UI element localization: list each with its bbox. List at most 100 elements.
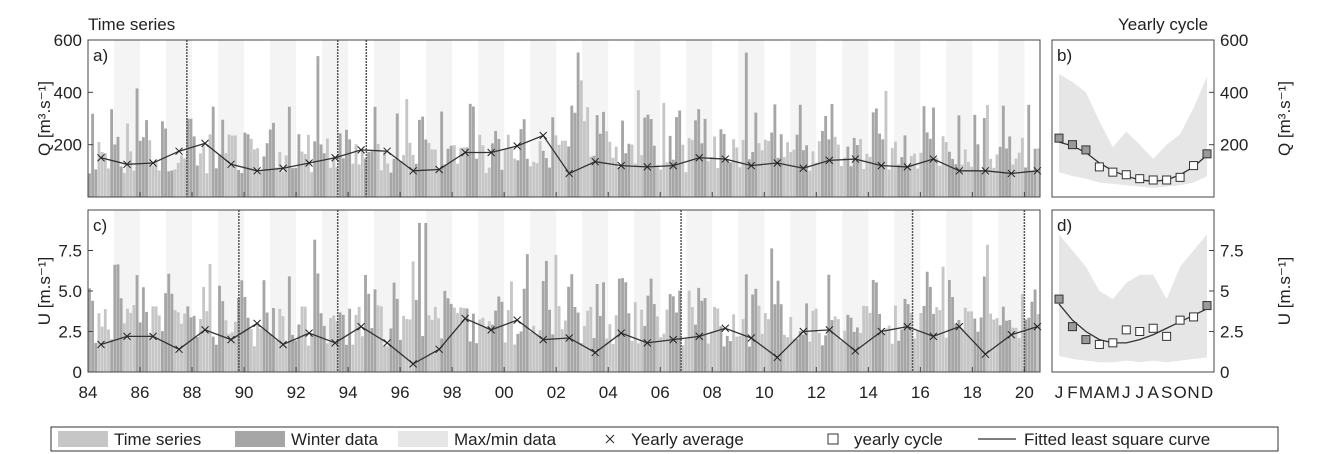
cross-stroke xyxy=(617,329,626,337)
series-bar xyxy=(126,123,129,197)
series-bar xyxy=(779,134,783,197)
series-bar xyxy=(668,294,672,372)
series-bar xyxy=(306,134,310,197)
series-bar xyxy=(341,158,345,197)
cross-stroke xyxy=(513,316,522,325)
series-bar xyxy=(916,330,920,372)
series-bar xyxy=(281,171,285,197)
panel-label: d) xyxy=(1057,216,1072,235)
series-bar xyxy=(189,317,193,372)
series-bar xyxy=(119,298,123,372)
series-bar xyxy=(233,321,237,372)
max-min-envelope xyxy=(1059,74,1207,188)
series-bar xyxy=(214,344,218,372)
yearly-average-point xyxy=(1033,322,1042,331)
yearly-cycle-point xyxy=(1135,327,1145,336)
series-bar xyxy=(557,144,561,197)
cross-stroke xyxy=(201,139,209,148)
series-bar xyxy=(256,148,260,197)
series-bar xyxy=(103,153,107,197)
series-bar xyxy=(741,319,745,372)
series-bar xyxy=(494,130,498,197)
series-bar xyxy=(510,281,513,372)
series-bar xyxy=(932,107,935,197)
series-bar xyxy=(535,334,539,372)
cross-stroke xyxy=(591,157,600,166)
series-bar xyxy=(218,285,221,372)
series-bar xyxy=(370,328,374,372)
series-bar xyxy=(678,110,682,197)
x-tick-label: 94 xyxy=(339,383,358,402)
x-tick-label: 16 xyxy=(911,383,930,402)
series-bar xyxy=(795,339,799,372)
series-bar xyxy=(88,173,91,197)
cross-stroke xyxy=(929,332,938,341)
series-bar xyxy=(963,149,967,197)
y-tick-label: 600 xyxy=(1220,31,1248,50)
series-bar xyxy=(656,316,659,372)
series-bar xyxy=(916,168,920,197)
series-bar xyxy=(484,173,488,197)
y-tick-label: 0 xyxy=(73,363,82,382)
series-bar xyxy=(821,345,824,372)
series-bar xyxy=(148,140,152,197)
yearly-cycle-point xyxy=(1135,174,1145,184)
series-bar xyxy=(1017,152,1021,197)
series-bar xyxy=(913,338,916,372)
legend-swatch xyxy=(58,431,108,447)
series-bar xyxy=(919,152,923,197)
x-tick-label: 92 xyxy=(287,383,306,402)
series-bar xyxy=(551,117,555,197)
cross-stroke xyxy=(851,347,860,355)
series-bar xyxy=(538,141,542,197)
yearly-average-point xyxy=(955,166,964,175)
series-bar xyxy=(690,139,694,197)
series-bar xyxy=(855,145,859,197)
series-bar xyxy=(126,308,129,372)
series-bar xyxy=(973,318,977,372)
series-bar xyxy=(170,170,174,197)
series-bar xyxy=(760,333,764,372)
cross-stroke xyxy=(1033,166,1042,175)
series-bar xyxy=(611,344,615,372)
series-bar xyxy=(107,329,110,372)
series-bar xyxy=(589,156,593,197)
series-bar xyxy=(398,339,402,372)
yearly-average-point xyxy=(435,345,444,354)
yearly-average-point xyxy=(877,161,886,170)
series-bar xyxy=(395,298,399,372)
series-bar xyxy=(310,333,313,372)
series-bar xyxy=(516,160,520,197)
panel-b-discharge-yearly-cycle: 200 400 600 b) Q [m³.s⁻¹] xyxy=(1051,31,1294,198)
yearly-average-point xyxy=(981,166,990,175)
series-bar xyxy=(909,156,913,197)
series-bar xyxy=(849,317,853,372)
legend-square-marker xyxy=(827,433,839,445)
series-bar xyxy=(91,300,95,372)
series-bar xyxy=(249,138,253,197)
series-bar xyxy=(503,149,507,197)
series-bar xyxy=(516,333,520,372)
cross-stroke xyxy=(487,326,496,334)
series-bar xyxy=(544,158,548,197)
cross-stroke xyxy=(955,166,964,175)
series-bar xyxy=(656,165,659,197)
series-bar xyxy=(449,303,453,372)
cross-stroke xyxy=(669,335,678,344)
series-bar xyxy=(808,341,812,372)
cross-stroke xyxy=(253,166,261,175)
yearly-average-point xyxy=(643,338,652,347)
month-label: S xyxy=(1161,383,1172,402)
series-bar xyxy=(1036,148,1040,197)
series-bar xyxy=(287,106,291,197)
yearly-average-point xyxy=(773,159,782,167)
series-bar xyxy=(262,280,266,372)
series-bar xyxy=(998,325,1002,372)
series-bar xyxy=(862,305,866,372)
cross-stroke xyxy=(643,338,652,347)
series-bar xyxy=(897,340,901,372)
series-bar xyxy=(364,275,367,372)
series-bar xyxy=(294,167,298,197)
series-bar xyxy=(364,158,367,197)
series-bar xyxy=(418,119,421,197)
